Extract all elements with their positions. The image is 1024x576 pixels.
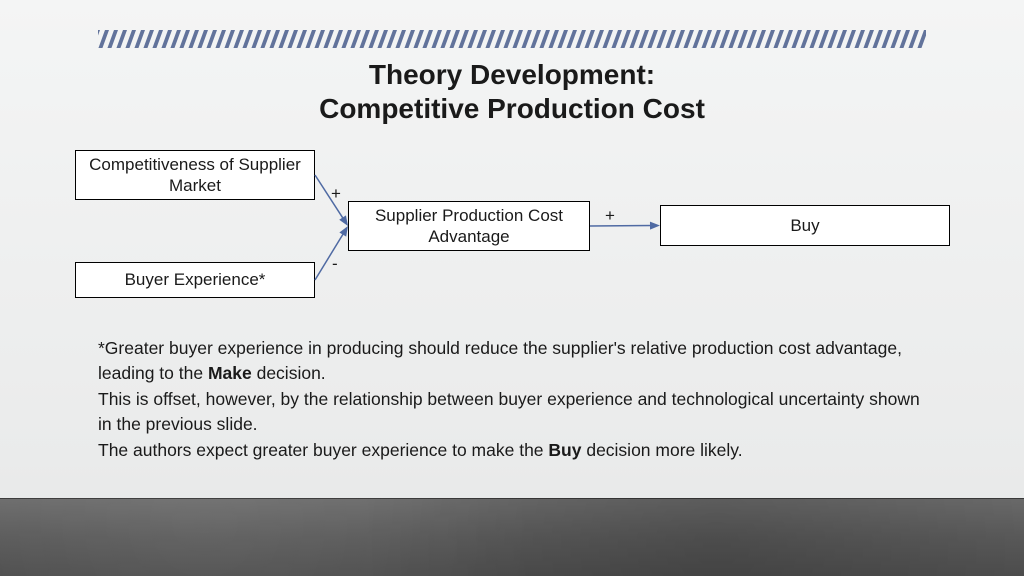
- node-buyer-experience: Buyer Experience*: [75, 262, 315, 298]
- node-buy: Buy: [660, 205, 950, 246]
- title-line-1: Theory Development:: [0, 58, 1024, 92]
- edge-sign-1: -: [332, 254, 338, 274]
- node-competitiveness: Competitiveness of Supplier Market: [75, 150, 315, 200]
- edge-sign-0: +: [331, 184, 341, 204]
- footnote-text: *Greater buyer experience in producing s…: [98, 336, 928, 463]
- slide-title: Theory Development: Competitive Producti…: [0, 58, 1024, 125]
- footer-texture: [0, 498, 1024, 576]
- hatch-decor: [98, 30, 926, 48]
- title-line-2: Competitive Production Cost: [0, 92, 1024, 126]
- node-supplier-cost-advantage: Supplier Production Cost Advantage: [348, 201, 590, 251]
- edge-sign-2: +: [605, 206, 615, 226]
